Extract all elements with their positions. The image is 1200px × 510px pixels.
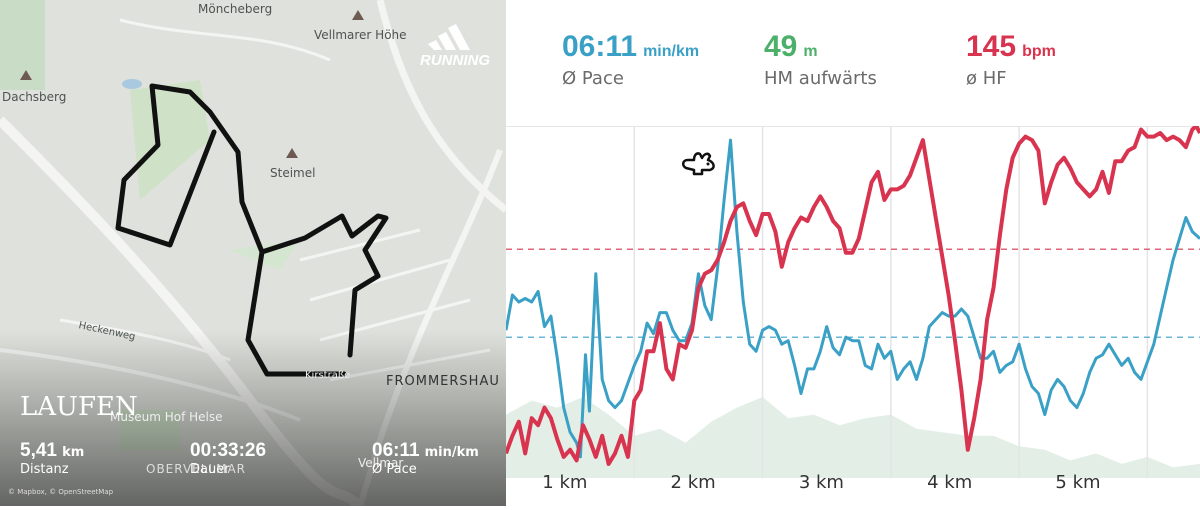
pace-unit: min/km	[424, 445, 479, 460]
pace-stat-value: 06:11	[562, 30, 638, 63]
place-label: Vellmar	[358, 456, 404, 470]
place-label: Möncheberg	[198, 2, 273, 16]
distance-value: 5,41	[20, 440, 57, 461]
heart-rate-stat-label: ø HF	[966, 68, 1007, 89]
place-label: Steimel	[270, 166, 316, 180]
duration-label: Dauer	[190, 462, 230, 477]
mountain-peak-icon	[20, 70, 32, 80]
road	[119, 18, 331, 62]
elevation-area	[506, 397, 1200, 478]
pace-stat-label: Ø Pace	[562, 68, 624, 89]
distance-unit: km	[62, 445, 85, 460]
activity-type-title: LAUFEN	[20, 392, 138, 422]
pace-value: 06:11	[372, 440, 420, 461]
distance-label: Distanz	[20, 462, 69, 477]
pace-series-line	[504, 138, 1200, 459]
x-tick-label: 5 km	[1055, 472, 1101, 493]
street-label: Kirstraße	[305, 370, 351, 381]
place-label: Vellmarer Höhe	[314, 28, 407, 42]
place-label: FROMMERSHAU	[386, 374, 500, 389]
pace-stat-unit: min/km	[643, 43, 700, 60]
place-label: OBERVELLMAR	[146, 462, 247, 476]
running-logo-text: RUNNING	[420, 52, 490, 69]
elevation-stat: 49 m HM aufwärts	[764, 30, 877, 89]
duration-value: 00:33:26	[190, 440, 267, 461]
duration-summary: 00:33:26 Dauer	[190, 440, 266, 477]
road	[299, 228, 491, 382]
adidas-logo-icon	[428, 24, 470, 50]
stats-header: 06:11 min/km Ø Pace 49 m HM aufwärts 145 bp…	[506, 0, 1200, 127]
heart-rate-stat-unit: bpm	[1022, 43, 1056, 60]
mountain-peak-icon	[286, 148, 298, 158]
x-tick-label: 1 km	[542, 472, 588, 493]
pond	[122, 79, 142, 89]
x-tick-label: 3 km	[798, 472, 844, 493]
x-tick-label: 4 km	[927, 472, 973, 493]
heart-rate-series-line	[504, 124, 1200, 466]
pace-stat: 06:11 min/km Ø Pace	[562, 30, 699, 89]
bottom-shade	[0, 330, 506, 506]
pace-summary: 06:11 min/km Ø Pace	[372, 440, 479, 477]
elevation-stat-label: HM aufwärts	[764, 68, 877, 89]
chart-svg	[504, 124, 1200, 478]
road	[376, 0, 506, 213]
park-area	[130, 80, 210, 200]
heart-rate-stat-value: 145	[966, 30, 1017, 63]
rabbit-icon	[682, 152, 715, 176]
route-map[interactable]: Möncheberg Vellmarer Höhe Dachsberg Stei…	[0, 0, 506, 506]
elevation-stat-unit: m	[803, 43, 818, 60]
map-attribution: © Mapbox, © OpenStreetMap	[8, 488, 114, 496]
place-label: Museum Hof Helse	[110, 410, 223, 424]
elevation-stat-value: 49	[764, 30, 798, 63]
pace-label: Ø Pace	[372, 462, 417, 477]
activity-chart[interactable]: 1 km 2 km 3 km 4 km 5 km	[504, 124, 1200, 506]
running-logo: RUNNING	[420, 22, 490, 74]
distance-summary: 5,41 km Distanz	[20, 440, 84, 477]
x-tick-label: 2 km	[670, 472, 716, 493]
map-canvas	[0, 0, 506, 506]
place-label: Dachsberg	[2, 90, 67, 104]
heart-rate-stat: 145 bpm ø HF	[966, 30, 1056, 89]
mountain-peak-icon	[352, 10, 364, 20]
